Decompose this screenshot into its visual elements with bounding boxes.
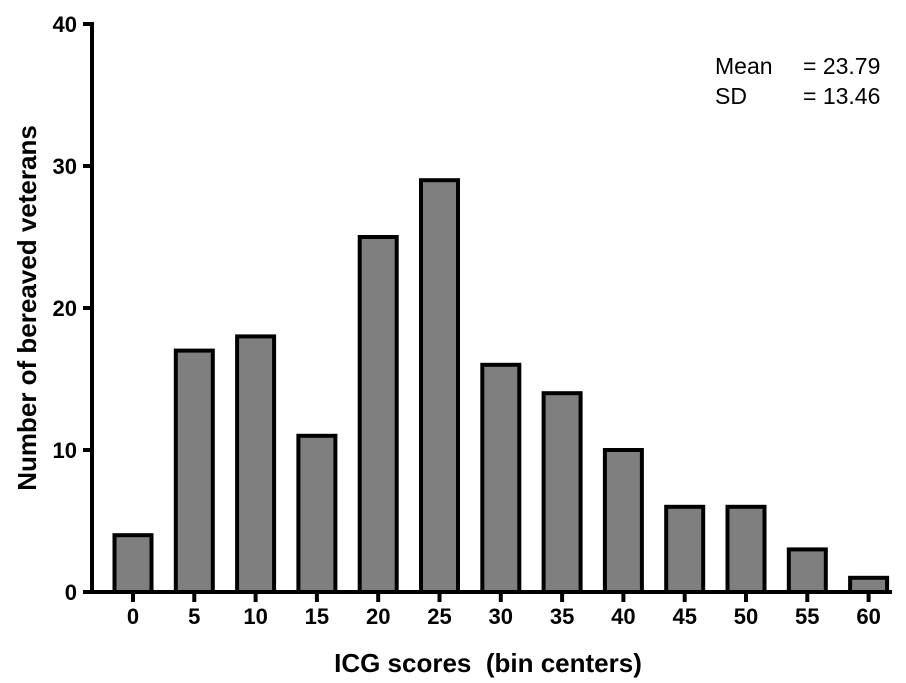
x-axis-title: ICG scores (bin centers): [334, 648, 642, 678]
x-tick-label: 20: [366, 604, 390, 629]
x-tick-label: 15: [305, 604, 329, 629]
bar-45: [664, 504, 706, 594]
bar-35: [541, 391, 583, 595]
bar-30: [480, 362, 522, 594]
sd-value: = 13.46: [803, 83, 880, 109]
x-tick-label: 45: [672, 604, 696, 629]
mean-value: = 23.79: [803, 53, 880, 79]
x-axis-tick-labels: 0 5 10 15 20 25 30 35 40 45 50 55 60: [127, 604, 881, 629]
y-axis-tick-labels: 0 10 20 30 40: [53, 12, 77, 605]
bar-10: [235, 334, 277, 594]
bars: [112, 178, 890, 595]
x-tick-label: 40: [611, 604, 635, 629]
bar-50: [725, 504, 767, 594]
mean-label: Mean: [715, 53, 773, 79]
x-tick-label: 35: [550, 604, 574, 629]
x-tick-label: 10: [243, 604, 267, 629]
bar-15: [296, 433, 338, 594]
bar-20: [357, 235, 399, 594]
bar-5: [173, 348, 215, 594]
x-tick-label: 30: [489, 604, 513, 629]
bar-25: [419, 178, 460, 594]
bar-55: [786, 547, 828, 595]
y-tick-label: 20: [53, 296, 77, 321]
sd-label: SD: [715, 83, 747, 109]
x-tick-label: 25: [427, 604, 451, 629]
y-tick-label: 0: [65, 580, 77, 605]
y-axis-title: Number of bereaved veterans: [12, 125, 42, 491]
y-tick-label: 30: [53, 154, 77, 179]
x-tick-label: 0: [127, 604, 139, 629]
stats-annotation: Mean = 23.79 SD = 13.46: [715, 53, 880, 109]
x-tick-label: 55: [795, 604, 819, 629]
y-tick-label: 10: [53, 438, 77, 463]
y-tick-label: 40: [53, 12, 77, 37]
bar-60: [848, 575, 890, 594]
bar-0: [112, 533, 154, 595]
x-tick-label: 50: [734, 604, 758, 629]
x-tick-label: 60: [856, 604, 880, 629]
bar-40: [602, 448, 644, 594]
x-tick-label: 5: [188, 604, 200, 629]
